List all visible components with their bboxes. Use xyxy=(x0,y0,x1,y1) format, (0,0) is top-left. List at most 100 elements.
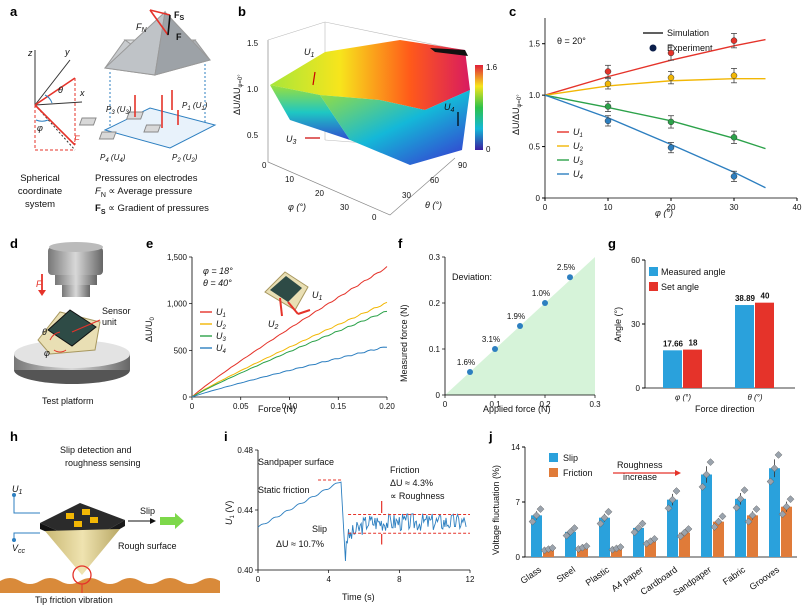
inset-u1: U1 xyxy=(312,290,323,302)
panel-h: h Slip detection and roughness sensing U… xyxy=(0,425,220,605)
spherical-caption: Spherical coordinate system xyxy=(17,173,63,210)
j-data-point xyxy=(600,513,609,522)
i-ytick-label: 0.40 xyxy=(237,566,253,575)
panel-j: j 0 7 14 Glass Steel Plastic A4 paper Cardboard… xyxy=(485,425,807,605)
e-xtick-label: 0.20 xyxy=(379,402,395,411)
i-friction-text: Friction xyxy=(390,465,420,475)
panel-b-zlabel: ΔU/ΔUφ=0° xyxy=(232,74,244,115)
panel-a: a z y x θ φ F xyxy=(0,0,235,225)
h-slip-label: Slip xyxy=(140,506,155,516)
g-bar-set xyxy=(683,349,702,388)
c-exp-point-U3 xyxy=(604,103,612,110)
h-rough-surface: Rough surface xyxy=(118,541,177,551)
panel-c: c θ = 20° Simulation Experiment 0 10 20 30 4… xyxy=(505,0,807,225)
j-data-point xyxy=(664,504,673,513)
j-data-point xyxy=(782,502,791,511)
theta-tick-0: 0 xyxy=(372,213,377,222)
f-ytick-label: 0.1 xyxy=(429,345,441,354)
j-category-label: Fabric xyxy=(721,564,748,587)
j-data-point xyxy=(702,470,711,479)
f-bold-label: F xyxy=(176,32,182,42)
g-ytick-label: 30 xyxy=(631,320,640,329)
panel-d-force: F xyxy=(36,279,42,289)
c-exp-point-U4 xyxy=(730,173,738,180)
g-bar-label: 40 xyxy=(761,292,770,301)
j-data-point xyxy=(740,486,749,494)
i-roughness-text: ∝ Roughness xyxy=(390,491,445,501)
e-xtick-label: 0.05 xyxy=(233,402,249,411)
surface-upper xyxy=(270,40,470,110)
theta-label: θ xyxy=(58,85,63,95)
legend-slip: Slip xyxy=(563,453,578,463)
chart-g-ylabel: Angle (°) xyxy=(613,307,623,342)
theta-tick-60: 60 xyxy=(430,176,439,185)
panel-c-label: c xyxy=(509,4,516,19)
i-xtick-label: 4 xyxy=(326,575,331,584)
f-xtick-label: 0.2 xyxy=(539,400,551,409)
u1-surface-label: U1 xyxy=(304,47,315,59)
g-ytick-label: 0 xyxy=(636,384,641,393)
c-exp-point-U2 xyxy=(667,74,675,81)
j-category-label: Steel xyxy=(555,564,578,584)
i-slip-text: Slip xyxy=(312,524,327,534)
j-annotation-1: Roughness xyxy=(617,460,663,470)
i-ytick-label: 0.48 xyxy=(237,446,253,455)
c-exp-point-U2 xyxy=(730,72,738,79)
panel-b-label: b xyxy=(238,4,246,19)
j-ytick-label: 7 xyxy=(516,498,521,507)
c-xtick-label: 20 xyxy=(667,203,676,212)
c-ytick-label: 0 xyxy=(536,194,541,203)
j-data-point xyxy=(668,495,677,504)
c-exp-point-U3 xyxy=(667,118,675,126)
j-data-point xyxy=(604,508,613,516)
g-bar-measured xyxy=(735,305,754,388)
e-legend-label-U1: U1 xyxy=(216,307,226,319)
e-xtick-label: 0 xyxy=(190,402,195,411)
j-bar-friction xyxy=(747,515,758,557)
panel-g-label: g xyxy=(608,236,616,251)
j-data-point xyxy=(638,519,647,528)
panel-e: e 0 0.05 0.10 0.15 0.20 0 500 1,000 1,500 U1 U2 U3 U… xyxy=(140,232,395,422)
c-exp-point-U1 xyxy=(604,68,612,75)
f-point xyxy=(517,323,523,329)
legend-set: Set angle xyxy=(661,282,699,292)
e-line-U4 xyxy=(191,346,388,398)
j-annotation-2: increase xyxy=(623,472,657,482)
i-xtick-label: 8 xyxy=(397,575,402,584)
f-ytick-label: 0.2 xyxy=(429,299,441,308)
c-exp-point-U4 xyxy=(667,144,675,151)
f-point-label: 1.0% xyxy=(532,289,550,298)
panel-f-chart: f 0 0.1 0.2 0.3 0 0.1 0.2 0.3 1.6% 3.1% 1.9% 1.0% 2.… xyxy=(398,236,601,414)
h-title-1: Slip detection and xyxy=(60,445,132,455)
j-data-point xyxy=(570,524,579,532)
c-sim-line-U2 xyxy=(544,77,766,96)
chart-e-ylabel: ΔU/U0 xyxy=(144,316,156,342)
legend-experiment: Experiment xyxy=(667,43,713,53)
i-ytick-label: 0.44 xyxy=(237,506,253,515)
coordinate-system-diagram: z y x θ φ F xyxy=(27,47,85,151)
e-legend-label-U2: U2 xyxy=(216,319,227,331)
panel-a-label: a xyxy=(10,4,18,19)
j-bar-friction xyxy=(645,541,656,557)
chart-c-ylabel: ΔU/ΔUφ=0° xyxy=(511,94,523,135)
panel-h-slip-diagram: h Slip detection and roughness sensing U… xyxy=(0,429,220,605)
j-data-point xyxy=(752,505,761,513)
fn-label: FN xyxy=(136,22,148,34)
legend-j: Slip Friction xyxy=(549,453,593,478)
legend-measured: Measured angle xyxy=(661,267,726,277)
colorbar-max: 1.6 xyxy=(486,63,498,72)
c-exp-point-U1 xyxy=(667,49,675,57)
j-data-point xyxy=(562,531,571,540)
c-xtick-label: 40 xyxy=(793,203,802,212)
phi-label: φ xyxy=(37,123,43,133)
f-point-label: 2.5% xyxy=(557,263,575,272)
panel-e-chart: e 0 0.05 0.10 0.15 0.2005001,0001,500U1U2U3U… xyxy=(144,236,395,414)
g-category-label: φ (°) xyxy=(675,393,691,402)
theta-tick-90: 90 xyxy=(458,161,467,170)
p3-label: P3 (U3) xyxy=(106,105,132,116)
g-bar-measured xyxy=(663,350,682,388)
j-category-label: Grooves xyxy=(748,564,782,592)
y-axis-label: y xyxy=(64,47,70,57)
j-category-label: Sandpaper xyxy=(671,564,713,597)
i-static-text: Static friction xyxy=(258,485,310,495)
